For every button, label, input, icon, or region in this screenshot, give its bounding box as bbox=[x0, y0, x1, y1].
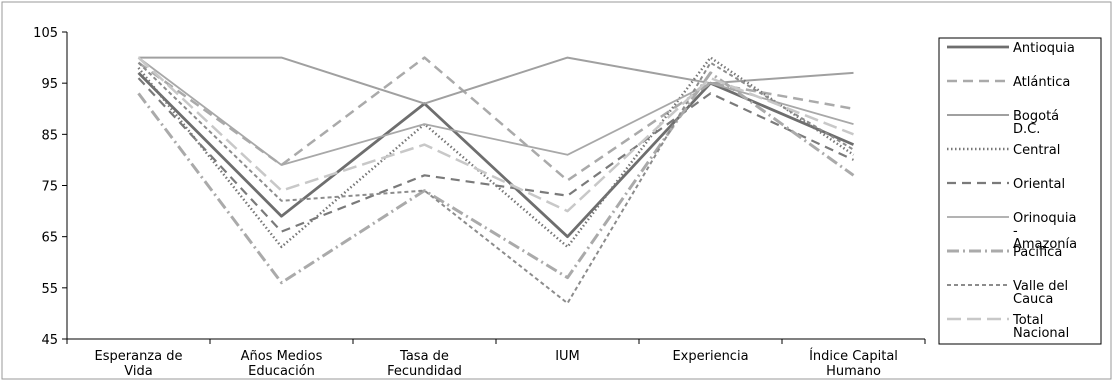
y-tick-label: 75 bbox=[41, 180, 58, 195]
x-tick-label-line: IUM bbox=[555, 349, 580, 364]
x-tick-label-line: Años Medios bbox=[241, 349, 323, 364]
legend-label-line: Antioquia bbox=[1013, 41, 1075, 56]
x-tick-label-line: Fecundidad bbox=[387, 364, 462, 379]
x-tick-label-line: Esperanza de bbox=[95, 349, 183, 364]
x-tick-label: IUM bbox=[555, 349, 580, 364]
legend-label-line: Cauca bbox=[1013, 292, 1053, 307]
series-line-4 bbox=[137, 77, 854, 233]
legend-label-line: Oriental bbox=[1013, 177, 1065, 192]
series-line-6 bbox=[137, 71, 855, 285]
x-tick-label-line: Experiencia bbox=[672, 349, 748, 364]
legend-label-line: Amazonía bbox=[1013, 237, 1077, 252]
legend-box bbox=[938, 37, 1102, 345]
legend-label-line: Pacífica bbox=[1013, 245, 1062, 260]
x-tick-label-line: Humano bbox=[826, 364, 881, 379]
legend-label: Pacífica bbox=[1013, 245, 1062, 260]
legend-label: Bogotá D.C. bbox=[1013, 109, 1059, 137]
series-line-8 bbox=[137, 56, 854, 213]
legend-label-line: Total bbox=[1012, 313, 1043, 328]
y-tick-label: 45 bbox=[41, 333, 58, 348]
x-tick-label-line: Vida bbox=[124, 364, 152, 379]
series-line-3 bbox=[137, 56, 855, 249]
legend-label: Orinoquia -Amazonía bbox=[1013, 211, 1077, 252]
legend-label-line: Valle del bbox=[1013, 279, 1068, 294]
x-tick-label-line: Educación bbox=[248, 364, 315, 379]
y-tick-label: 85 bbox=[41, 128, 58, 143]
legend-label: Antioquia bbox=[1013, 41, 1075, 56]
legend-label: Valle del Cauca bbox=[1013, 279, 1068, 307]
y-tick-label: 105 bbox=[33, 26, 58, 41]
legend-label: Oriental bbox=[1013, 177, 1065, 192]
x-tick-label: Años Medios Educación bbox=[241, 349, 323, 379]
series-lines bbox=[137, 56, 855, 305]
x-tick-label-line: Tasa de bbox=[399, 349, 449, 364]
y-tick-label: 55 bbox=[41, 282, 58, 297]
x-tick-label: Tasa de Fecundidad bbox=[387, 349, 462, 379]
legend: Antioquia Atlántica Bogotá D.C. Central Orien… bbox=[938, 37, 1102, 345]
x-tick-label: Experiencia bbox=[672, 349, 748, 364]
x-tick-label: Índice Capital Humano bbox=[809, 348, 898, 379]
legend-label: Total Nacional bbox=[1012, 313, 1069, 341]
legend-label: Atlántica bbox=[1013, 75, 1070, 90]
legend-label: Central bbox=[1013, 143, 1060, 158]
legend-label-line: D.C. bbox=[1013, 122, 1040, 137]
legend-label-line: Atlántica bbox=[1013, 75, 1070, 90]
y-tick-label: 95 bbox=[41, 77, 58, 92]
y-axis: 45 55 65 75 85 95 105 bbox=[33, 26, 68, 348]
x-tick-label-line: Índice Capital bbox=[809, 348, 898, 364]
series-line-0 bbox=[137, 71, 855, 239]
y-tick-label: 65 bbox=[41, 231, 58, 246]
legend-label-line: - bbox=[1013, 224, 1018, 239]
legend-label-line: Bogotá bbox=[1013, 109, 1059, 124]
x-axis: Esperanza de Vida Años Medios Educación Tasa… bbox=[66, 338, 926, 379]
legend-label-line: Nacional bbox=[1013, 326, 1069, 341]
series-line-2 bbox=[138, 56, 854, 105]
legend-label-line: Central bbox=[1013, 143, 1060, 158]
x-tick-label: Esperanza de Vida bbox=[95, 349, 183, 379]
legend-label-line: Orinoquia bbox=[1013, 211, 1076, 226]
